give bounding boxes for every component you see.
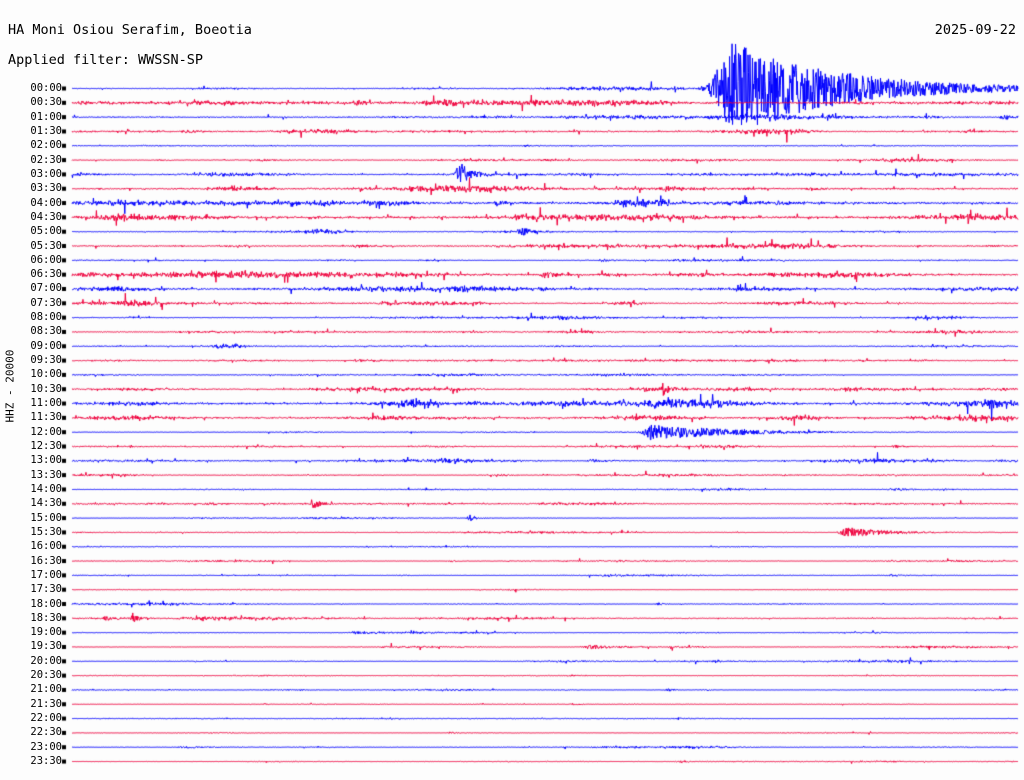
time-tick-label: 02:00 [30, 139, 62, 152]
time-tick-label: 13:30 [30, 468, 62, 481]
time-tick-label: 16:00 [30, 540, 62, 553]
time-tick-label: 04:30 [30, 210, 62, 223]
time-tick-label: 00:00 [30, 82, 62, 94]
time-tick-label: 01:30 [30, 124, 62, 137]
time-tick-label: 23:30 [30, 755, 62, 768]
time-tick-label: 16:30 [30, 554, 62, 567]
time-tick-label: 04:00 [30, 196, 62, 209]
time-tick-label: 11:00 [30, 397, 62, 410]
time-tick-label: 12:30 [30, 440, 62, 452]
time-tick-label: 10:30 [30, 382, 62, 395]
time-tick-label: 05:00 [30, 225, 62, 238]
time-axis: 00:00 00:30 01:00 01:30 02:00 02:30 03:00 03:30… [12, 0, 62, 780]
time-tick-label: 22:30 [30, 726, 62, 739]
time-tick-label: 07:00 [30, 282, 62, 295]
time-tick-label: 15:30 [30, 525, 62, 538]
time-tick-label: 19:00 [30, 626, 62, 639]
time-tick-label: 18:00 [30, 597, 62, 610]
time-tick-label: 07:30 [30, 296, 62, 309]
time-tick-label: 22:00 [30, 712, 62, 725]
time-tick-label: 00:30 [30, 96, 62, 109]
time-tick-label: 06:00 [30, 253, 62, 266]
date-label: 2025-09-22 [934, 22, 1016, 38]
time-tick-label: 17:30 [30, 583, 62, 596]
time-tick-label: 23:00 [30, 740, 62, 753]
time-tick-label: 14:00 [30, 482, 62, 495]
time-tick-label: 08:00 [30, 311, 62, 324]
time-tick-label: 03:00 [30, 167, 62, 180]
time-tick-label: 19:30 [30, 640, 62, 653]
time-tick-label: 09:00 [30, 339, 62, 352]
time-tick-label: 01:00 [30, 110, 62, 123]
time-tick-label: 10:00 [30, 368, 62, 381]
time-tick-label: 03:30 [30, 182, 62, 195]
time-tick-label: 05:30 [30, 239, 62, 252]
time-tick-label: 06:30 [30, 268, 62, 281]
time-tick-label: 11:30 [30, 411, 62, 424]
time-tick-label: 09:30 [30, 354, 62, 367]
time-tick-label: 20:30 [30, 669, 62, 682]
time-tick-label: 18:30 [30, 611, 62, 624]
time-tick-label: 15:00 [30, 511, 62, 524]
time-tick-label: 21:00 [30, 683, 62, 696]
applied-filter-label: Applied filter: WWSSN-SP [8, 52, 204, 68]
page-title: HA Moni Osiou Serafim, Boeotia [8, 22, 252, 38]
time-tick-label: 08:30 [30, 325, 62, 338]
time-tick-label: 13:00 [30, 454, 62, 467]
time-tick-label: 12:00 [30, 425, 62, 438]
time-tick-label: 21:30 [30, 697, 62, 710]
time-tick-label: 02:30 [30, 153, 62, 166]
time-tick-label: 14:30 [30, 497, 62, 510]
time-tick-label: 17:00 [30, 568, 62, 581]
time-tick-label: 20:00 [30, 654, 62, 667]
